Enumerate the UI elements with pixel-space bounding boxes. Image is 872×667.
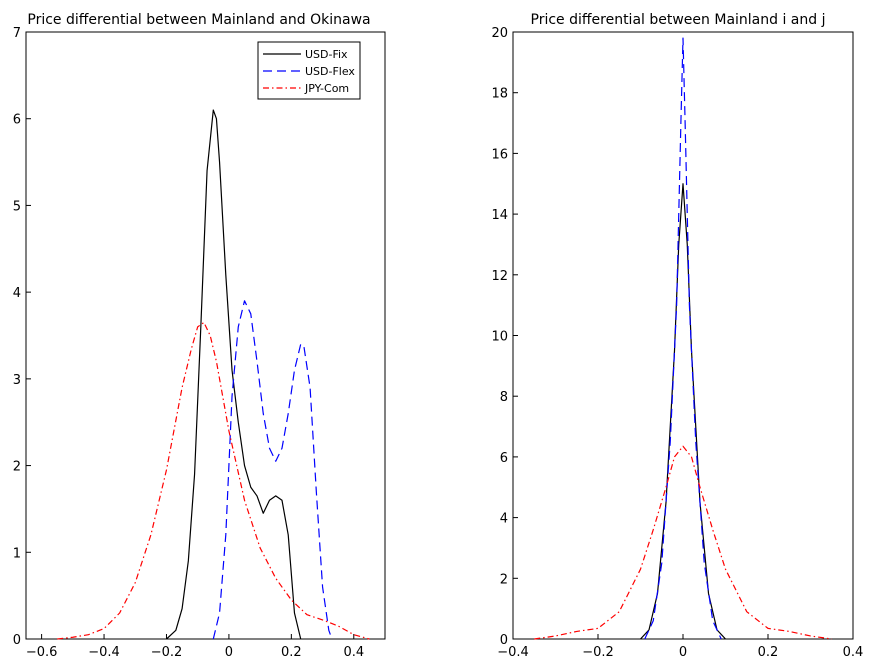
right-y-tick-label: 18 (491, 87, 508, 102)
left-y-tick-label: 6 (13, 113, 21, 128)
legend-label-usd-fix: USD-Fix (305, 48, 348, 61)
left-x-tick-label: 0.2 (281, 645, 302, 660)
legend-label-jpy-com: JPY-Com (304, 82, 349, 95)
right-y-tick-label: 6 (500, 451, 508, 466)
right-series-group (534, 37, 832, 640)
left-y-tick-label: 3 (13, 373, 21, 388)
right-x-tick-label: −0.4 (497, 645, 529, 660)
left-series-jpy-com (57, 321, 370, 640)
legend: USD-Fix USD-Flex JPY-Com (257, 41, 361, 100)
left-x-tick-label: 0.4 (343, 645, 364, 660)
right-x-tick-label: 0.2 (758, 645, 779, 660)
left-x-tick-label: 0 (225, 645, 233, 660)
right-y-tick-label: 12 (491, 269, 508, 284)
right-y-tick-label: 10 (491, 330, 508, 345)
right-axis-ticks: −0.4 −0.2 0 0.2 0.4 0 2 4 6 8 10 12 14 16 18 20 (491, 26, 863, 660)
left-y-tick-label: 2 (13, 460, 21, 475)
left-plot-area (25, 31, 386, 640)
left-chart: Price differential between Mainland and … (13, 12, 386, 660)
right-series-jpy-com (534, 445, 832, 640)
right-y-tick-label: 4 (500, 512, 508, 527)
left-y-tick-label: 5 (13, 199, 21, 214)
left-series-usd-fix (166, 109, 302, 640)
left-x-tick-label: −0.6 (26, 645, 58, 660)
legend-label-usd-flex: USD-Flex (305, 65, 355, 78)
right-chart: Price differential between Mainland i an… (491, 12, 863, 660)
right-x-tick-label: 0 (679, 645, 687, 660)
right-x-tick-label: −0.2 (582, 645, 614, 660)
legend-box (257, 41, 361, 100)
right-y-tick-label: 14 (491, 208, 508, 223)
right-x-tick-label: 0.4 (843, 645, 864, 660)
right-y-tick-label: 20 (491, 26, 508, 41)
right-series-usd-flex (644, 37, 722, 640)
right-y-tick-label: 16 (491, 147, 508, 162)
left-axis-ticks: −0.6 −0.4 −0.2 0 0.2 0.4 0 1 2 3 4 5 6 7 (13, 26, 364, 660)
left-y-tick-label: 7 (13, 26, 21, 41)
left-chart-title: Price differential between Mainland and … (27, 12, 370, 28)
left-x-tick-label: −0.4 (88, 645, 120, 660)
left-series-usd-flex (212, 300, 333, 640)
left-y-tick-label: 4 (13, 286, 21, 301)
left-y-tick-label: 0 (13, 633, 21, 648)
right-y-tick-label: 2 (500, 572, 508, 587)
left-x-tick-label: −0.2 (151, 645, 183, 660)
right-chart-title: Price differential between Mainland i an… (531, 12, 826, 28)
right-y-tick-label: 0 (500, 633, 508, 648)
right-y-tick-label: 8 (500, 390, 508, 405)
left-y-tick-label: 1 (13, 546, 21, 561)
left-series-group (57, 109, 370, 640)
